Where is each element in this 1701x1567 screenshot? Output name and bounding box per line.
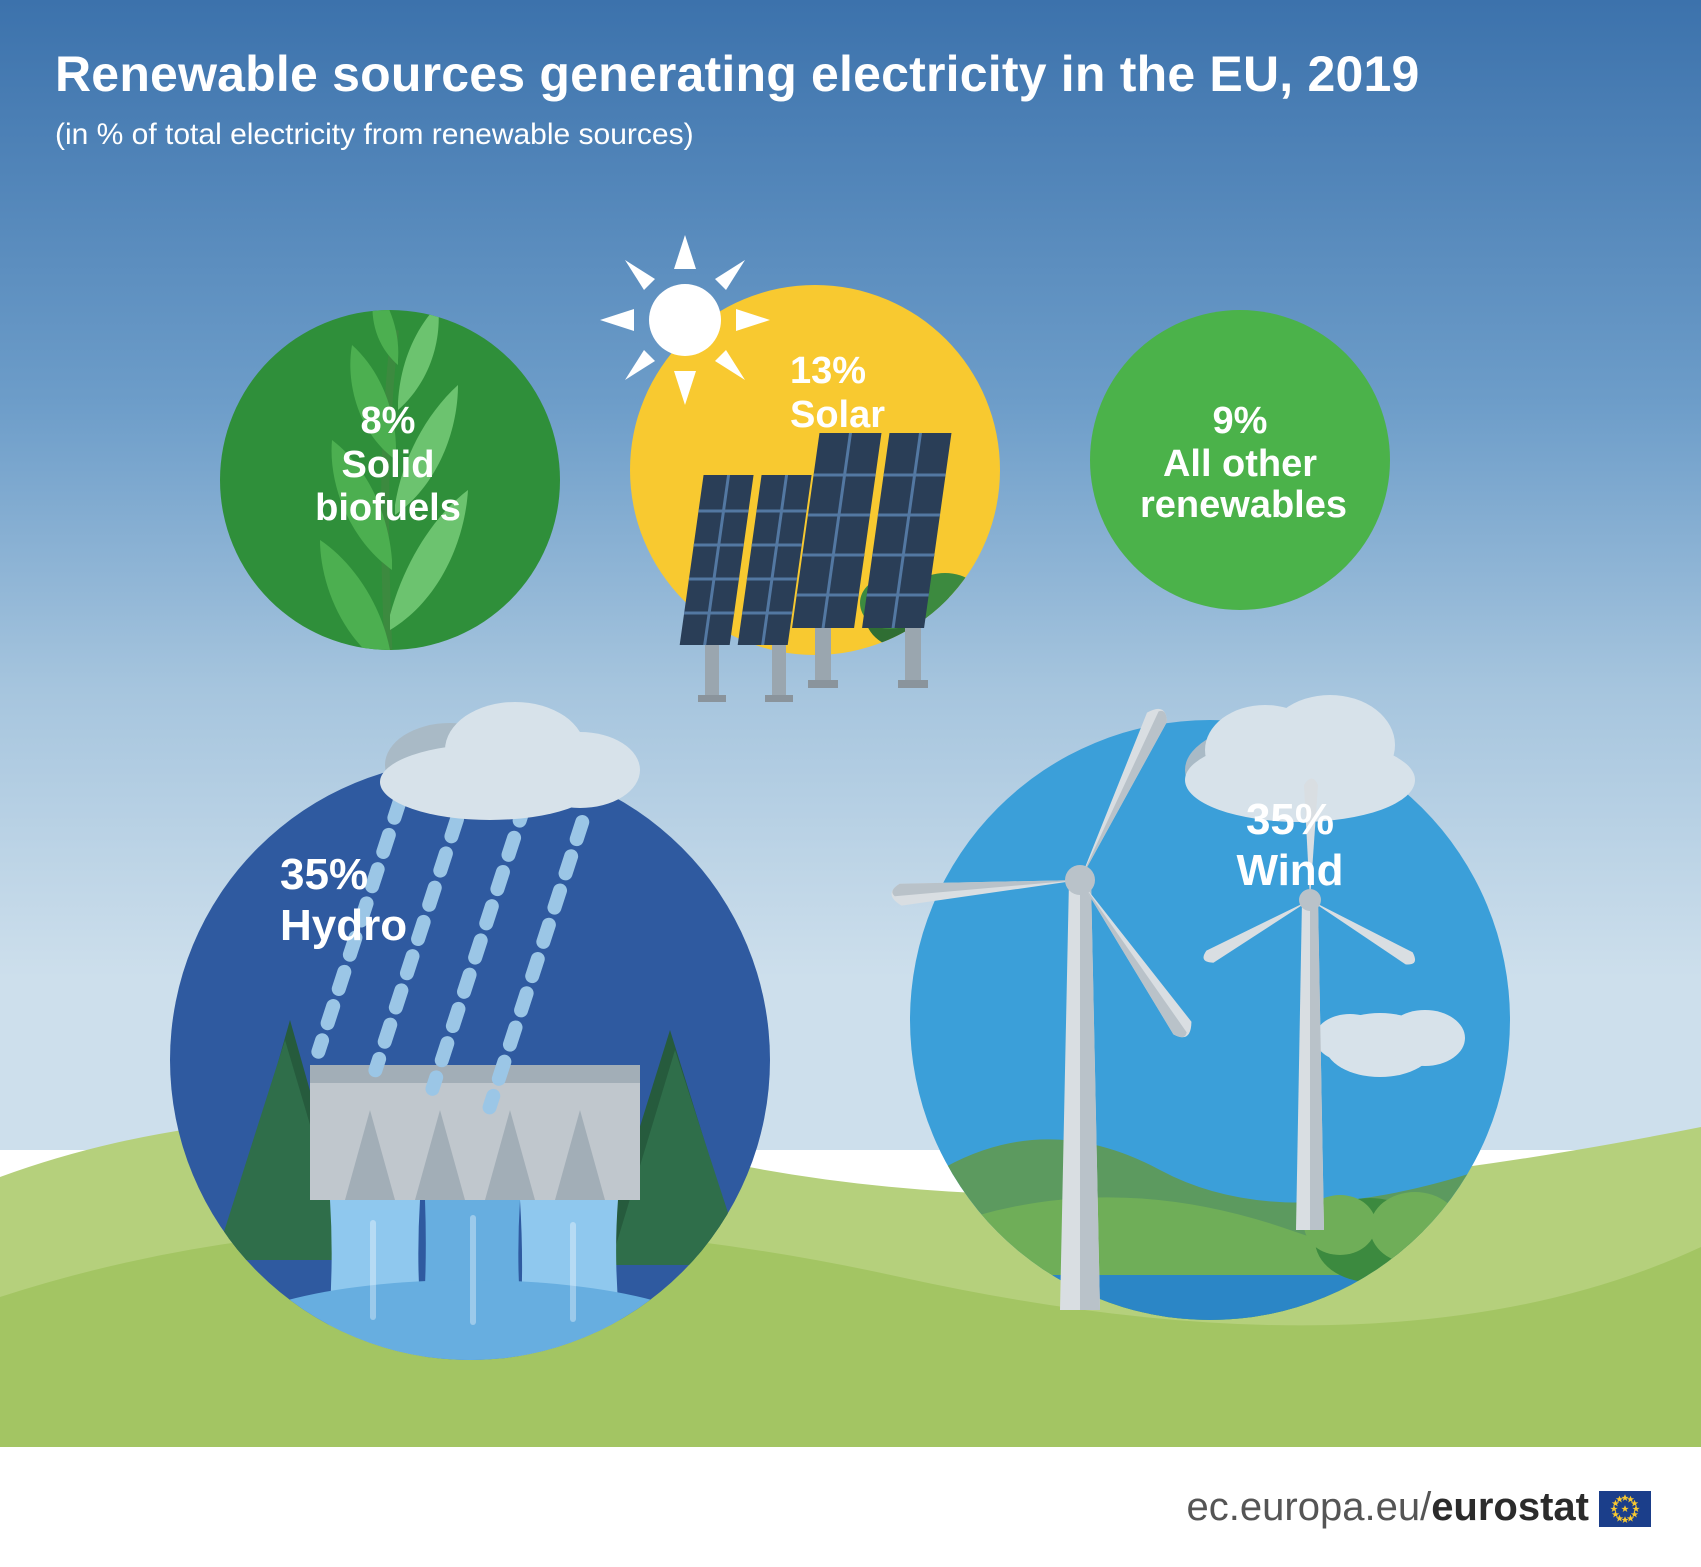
bubble-wind: 35% Wind	[910, 720, 1510, 1320]
bubble-label-other: 9% All other renewables	[1140, 400, 1340, 527]
eu-flag-icon	[1599, 1491, 1651, 1527]
bubble-label-hydro: 35% Hydro	[280, 850, 460, 951]
bubble-other-renewables: 9% All other renewables	[1090, 310, 1390, 610]
bubble-solid-biofuels: 8% Solid biofuels	[220, 310, 560, 650]
bubble-solar: 13% Solar	[630, 285, 1000, 655]
page-title: Renewable sources generating electricity…	[55, 45, 1646, 103]
page-subtitle: (in % of total electricity from renewabl…	[55, 118, 694, 152]
sun-icon	[600, 235, 770, 405]
footer-brand: eurostat	[1431, 1485, 1589, 1530]
solar-panels-icon	[640, 415, 1020, 755]
bubble-hydro: 35% Hydro	[170, 760, 770, 1360]
bubble-label-solar: 13% Solar	[790, 350, 970, 437]
bubble-label-biofuels: 8% Solid biofuels	[288, 400, 488, 531]
infographic-root: Renewable sources generating electricity…	[0, 0, 1701, 1567]
footer: ec.europa.eu/eurostat	[0, 1447, 1701, 1567]
bubble-label-wind: 35% Wind	[1190, 795, 1390, 896]
footer-url-prefix: ec.europa.eu/	[1187, 1485, 1432, 1530]
